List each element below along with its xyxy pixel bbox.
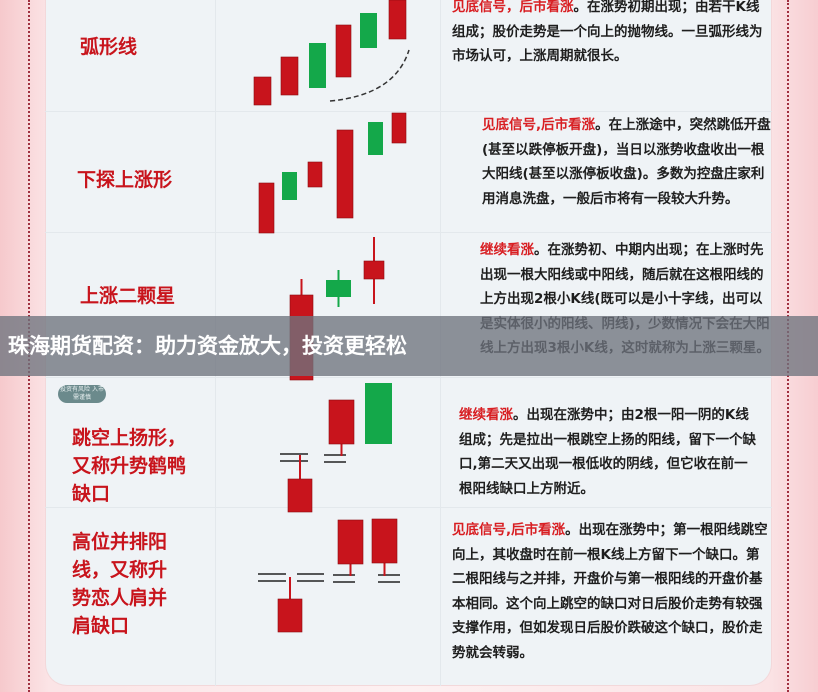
pattern-name: 高位并排阳线，又称升势恋人肩并肩缺口: [72, 531, 168, 637]
candle-body: [365, 383, 392, 444]
candle-body: [371, 518, 398, 564]
pattern-row: [45, 0, 772, 112]
pattern-description: 见底信号,后市看涨。在上涨途中，突然跳低开盘(甚至以跌停板开盘)，当日以涨势收盘…: [482, 117, 771, 207]
candle-body: [368, 122, 383, 155]
candle-body: [363, 260, 385, 280]
candle-body: [280, 56, 299, 96]
pattern-row: [45, 233, 772, 378]
candle-body: [388, 0, 407, 40]
candle-body: [336, 129, 354, 219]
signal-highlight: 见底信号，后市看涨: [452, 0, 574, 15]
candle-body: [258, 182, 275, 234]
candle-body: [391, 112, 407, 144]
candle-body: [277, 598, 303, 633]
candle-body: [328, 399, 355, 445]
risk-badge: 投资有风险 入市需谨慎: [58, 385, 106, 403]
pattern-description: 继续看涨。出现在涨势中；由2根一阳一阴的K线组成；先是拉出一根跳空上扬的阳线，留…: [459, 407, 756, 497]
pattern-description: 见底信号，后市看涨。在涨势初期出现；由若干K线组成；股价走势是一个向上的抛物线。…: [452, 0, 763, 64]
candle-body: [335, 24, 352, 78]
candle-body: [282, 172, 297, 200]
pattern-description: 见底信号,后市看涨。出现在涨势中；第一根阳线跳空向上，其收盘时在前一根K线上方留…: [452, 522, 768, 661]
signal-highlight: 继续看涨: [459, 407, 513, 423]
pattern-name: 跳空上扬形，又称升势鹤鸭缺口: [72, 427, 187, 505]
pattern-name: 下探上涨形: [77, 169, 173, 191]
candle-body: [360, 13, 377, 48]
arc-line: [329, 49, 410, 102]
candle-body: [309, 43, 326, 88]
signal-highlight: 继续看涨: [480, 242, 534, 258]
candle-body: [307, 161, 323, 188]
signal-highlight: 见底信号,后市看涨: [482, 117, 596, 133]
candle-body: [287, 478, 313, 513]
signal-highlight: 见底信号,后市看涨: [452, 522, 566, 538]
candle-body: [326, 280, 351, 297]
candle-body: [253, 76, 272, 106]
banner-text: 珠海期货配资：助力资金放大，投资更轻松: [8, 334, 407, 358]
pattern-name: 上涨二颗星: [80, 285, 176, 307]
overlay-banner: 珠海期货配资：助力资金放大，投资更轻松: [0, 316, 818, 376]
candle-body: [337, 519, 364, 565]
pattern-row: [45, 112, 772, 233]
pattern-name: 弧形线: [80, 36, 138, 58]
pattern-row: [45, 378, 772, 508]
